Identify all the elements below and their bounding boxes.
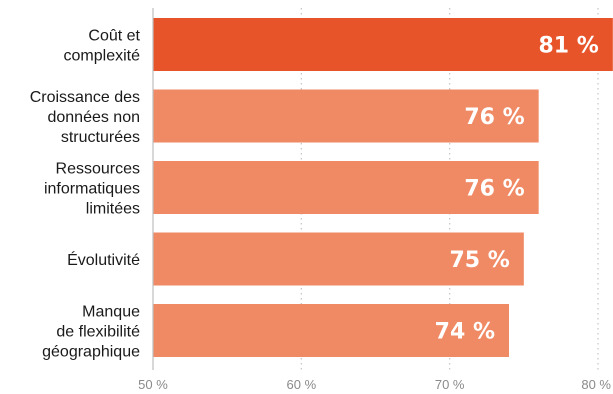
x-tick-label-50: 50 % [138, 377, 168, 392]
category-label-line: Croissance des [30, 89, 140, 106]
x-tick-label-60: 60 % [287, 377, 317, 392]
value-label-2: 76 % [464, 177, 524, 202]
bar-1 [153, 89, 539, 143]
category-label-4: Manque de flexibilité géographique [42, 304, 140, 361]
category-label-line: Manque [82, 304, 140, 321]
category-label-line: Évolutivité [67, 250, 140, 269]
category-label-line: informatiques [44, 181, 140, 198]
value-label-3: 75 % [450, 248, 510, 273]
category-label-3: Évolutivité [67, 250, 140, 269]
bar-0 [153, 18, 613, 71]
category-label-line: complexité [64, 48, 141, 65]
category-label-line: données non [47, 109, 140, 126]
category-label-line: Coût et [88, 28, 140, 45]
x-tick-label-80: 80 % [581, 377, 611, 392]
value-label-1: 76 % [464, 105, 524, 130]
value-label-4: 74 % [435, 320, 495, 345]
category-label-line: Ressources [56, 161, 140, 178]
x-tick-label-70: 70 % [435, 377, 465, 392]
value-label-0: 81 % [539, 34, 599, 59]
bar-2 [153, 161, 539, 214]
category-label-line: limitées [86, 201, 140, 218]
category-label-0: Coût et complexité [64, 28, 141, 65]
category-label-line: géographique [42, 344, 140, 361]
category-label-1: Croissance des données non structurées [30, 89, 140, 146]
category-label-2: Ressources informatiques limitées [44, 161, 140, 218]
bar-4 [153, 304, 509, 357]
bar-3 [153, 232, 524, 286]
category-label-line: de flexibilité [56, 324, 140, 341]
category-label-line: structurées [61, 129, 140, 146]
